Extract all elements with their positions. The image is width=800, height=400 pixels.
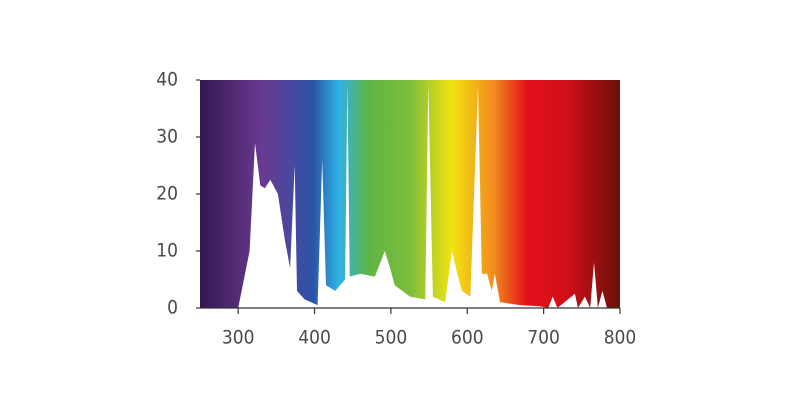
y-tick-label: 20 [156, 183, 178, 205]
spectrum-area [238, 82, 620, 308]
y-tick-label: 10 [156, 240, 178, 262]
x-tick-label: 400 [298, 327, 331, 349]
y-tick-label: 40 [156, 69, 178, 91]
y-tick-label: 0 [167, 297, 178, 319]
x-tick-label: 600 [451, 327, 484, 349]
x-tick-label: 700 [527, 327, 560, 349]
y-tick-label: 30 [156, 126, 178, 148]
x-tick-label: 300 [222, 327, 255, 349]
x-tick-label: 800 [604, 327, 637, 349]
x-tick-label: 500 [375, 327, 408, 349]
